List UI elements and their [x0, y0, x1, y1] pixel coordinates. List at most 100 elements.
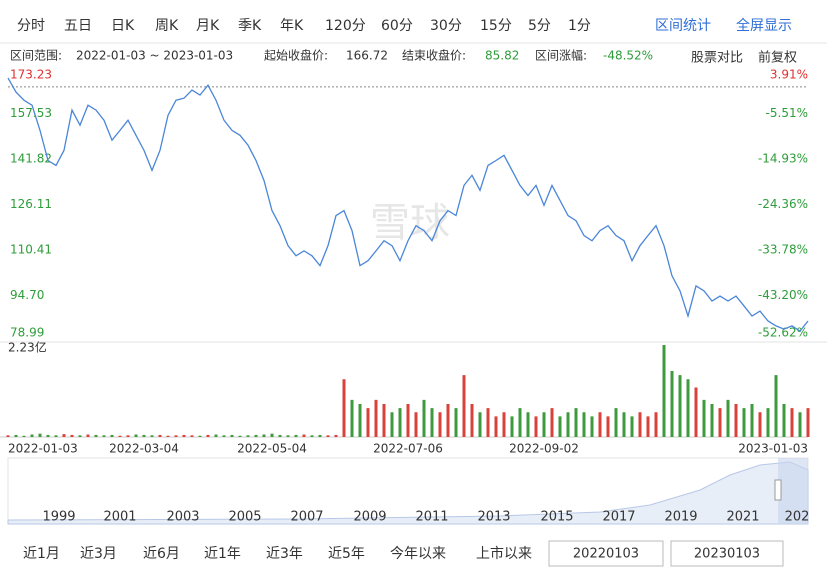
volume-bar: [78, 435, 82, 437]
volume-bar: [22, 435, 26, 437]
volume-bar: [518, 408, 522, 437]
volume-bar: [550, 408, 554, 437]
navigator-selection[interactable]: [778, 458, 808, 524]
volume-bar: [790, 408, 794, 437]
date-input-box[interactable]: [670, 540, 784, 567]
volume-bar: [262, 434, 266, 437]
info-end-label: 结束收盘价:: [402, 48, 466, 63]
volume-bar: [46, 434, 50, 437]
tab[interactable]: 30分: [430, 18, 462, 34]
volume-bar: [350, 399, 354, 437]
tab[interactable]: 年K: [280, 18, 304, 34]
info-start-value: 166.72: [346, 49, 388, 63]
volume-bar: [366, 408, 370, 437]
volume-bar: [190, 435, 194, 437]
volume-bar: [798, 412, 802, 437]
volume-bar: [6, 435, 10, 437]
volume-bar: [526, 412, 530, 437]
year-label: 2017: [602, 510, 635, 525]
y2-tick-label: 3.91%: [770, 68, 808, 82]
volume-bar: [766, 408, 770, 437]
volume-bar: [462, 375, 466, 437]
tab[interactable]: 日K: [111, 18, 135, 34]
toggle[interactable]: 前复权: [758, 50, 797, 66]
tab[interactable]: 分时: [17, 18, 45, 34]
volume-bar: [150, 435, 154, 437]
range-button[interactable]: 上市以来: [476, 545, 532, 562]
tab[interactable]: 1分: [568, 18, 591, 34]
volume-bar: [438, 412, 442, 437]
tab[interactable]: 15分: [480, 18, 512, 34]
tab[interactable]: 季K: [238, 18, 262, 34]
year-label: 2009: [353, 510, 386, 525]
tab[interactable]: 月K: [196, 18, 220, 34]
volume-bar: [774, 375, 778, 437]
y-tick-label: 141.82: [10, 151, 52, 165]
year-label: 2011: [415, 510, 448, 525]
y-tick-label: 94.70: [10, 288, 44, 302]
volume-bar: [198, 435, 202, 437]
range-button[interactable]: 近5年: [328, 546, 365, 562]
watermark: 雪球: [370, 200, 450, 246]
range-button[interactable]: 近6月: [143, 546, 180, 562]
date-input[interactable]: 20220103: [573, 547, 639, 562]
action-link[interactable]: 全屏显示: [736, 17, 792, 34]
date-input[interactable]: 20230103: [694, 547, 760, 562]
range-button[interactable]: 近3年: [266, 546, 303, 562]
tab[interactable]: 5分: [528, 18, 551, 34]
volume-bar: [726, 399, 730, 437]
info-range-label: 区间范围:: [10, 49, 62, 63]
volume-bar: [214, 434, 218, 437]
range-button[interactable]: 近3月: [80, 546, 117, 562]
volume-bar: [398, 408, 402, 437]
volume-bar: [390, 412, 394, 437]
y2-tick-label: -14.93%: [758, 151, 808, 165]
volume-bar: [654, 412, 658, 437]
year-label: 2021: [726, 510, 759, 525]
volume-bar: [342, 379, 346, 437]
volume-bar: [662, 345, 666, 437]
volume-bar: [582, 412, 586, 437]
volume-bar: [782, 403, 786, 437]
volume-bar: [598, 412, 602, 437]
range-button[interactable]: 近1月: [23, 546, 60, 562]
tab[interactable]: 120分: [325, 18, 366, 34]
volume-bar: [406, 403, 410, 437]
volume-bar: [590, 416, 594, 437]
volume-bar: [206, 434, 210, 437]
volume-bar: [630, 416, 634, 437]
info-change-label: 区间涨幅:: [535, 48, 587, 63]
volume-tick-label: 2.23亿: [8, 340, 47, 355]
volume-bar: [494, 416, 498, 437]
tab[interactable]: 周K: [155, 18, 179, 34]
volume-bar: [702, 399, 706, 437]
volume-bar: [238, 435, 242, 437]
volume-bar: [638, 412, 642, 437]
volume-bar: [670, 370, 674, 437]
action-link[interactable]: 区间统计: [655, 18, 711, 34]
tab[interactable]: 五日: [64, 18, 92, 34]
info-change-value: -48.52%: [603, 49, 653, 63]
y2-tick-label: -52.62%: [758, 326, 808, 340]
date-input-box[interactable]: [548, 540, 664, 567]
volume-bar: [118, 435, 122, 437]
tab[interactable]: 60分: [381, 18, 413, 34]
volume-bar: [710, 403, 714, 437]
volume-bar: [574, 408, 578, 437]
price-line: [7, 77, 809, 332]
toggle[interactable]: 股票对比: [691, 51, 743, 66]
volume-bar: [382, 403, 386, 437]
y-tick-label: 157.53: [10, 106, 52, 120]
volume-bar: [142, 434, 146, 437]
y2-tick-label: -24.36%: [758, 197, 808, 211]
year-label: 2001: [103, 510, 136, 525]
volume-bar: [182, 434, 186, 437]
year-label: 2013: [477, 510, 510, 525]
volume-bar: [294, 434, 298, 437]
volume-bar: [606, 416, 610, 437]
range-button[interactable]: 今年以来: [390, 546, 446, 562]
volume-bar: [134, 434, 138, 437]
volume-bar: [286, 435, 290, 437]
range-button[interactable]: 近1年: [204, 546, 241, 562]
navigator-handle[interactable]: [774, 479, 782, 501]
